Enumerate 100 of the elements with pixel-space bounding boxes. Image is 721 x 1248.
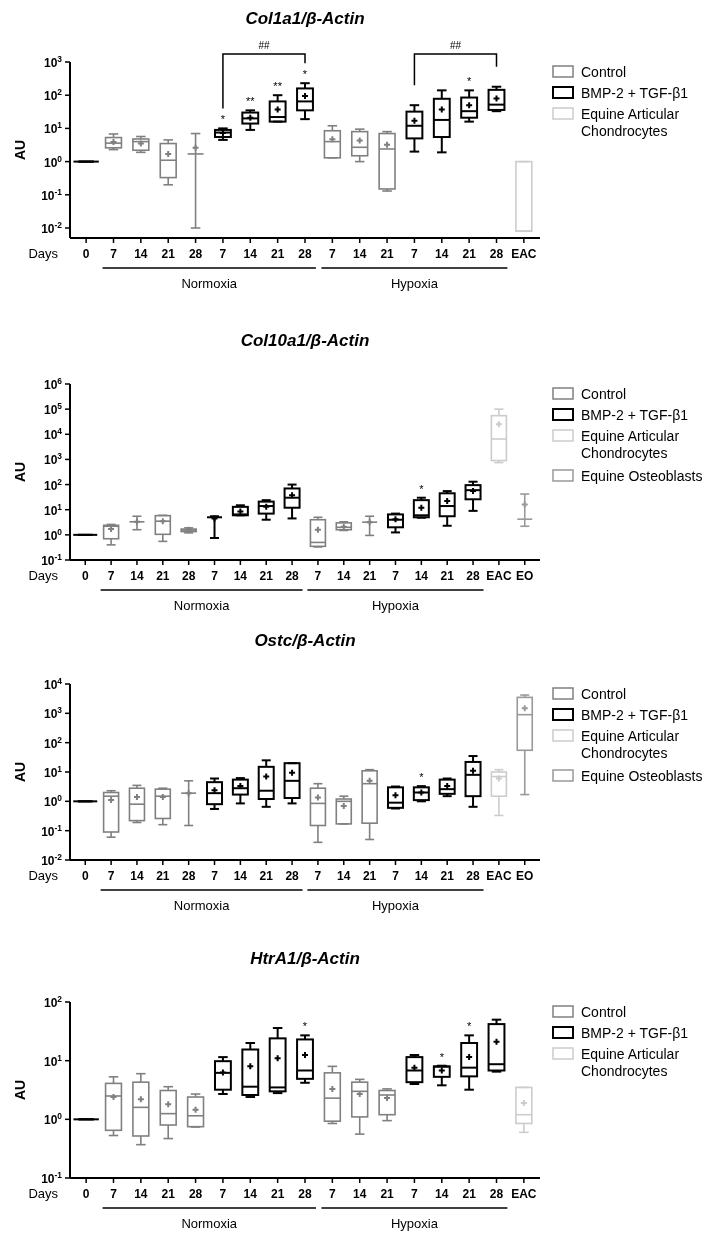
x-tick-label: 7 bbox=[329, 247, 337, 261]
x-tick-label: 21 bbox=[259, 869, 274, 883]
x-tick-label: 7 bbox=[110, 1187, 118, 1201]
x-tick-label: 21 bbox=[270, 247, 285, 261]
x-tick-label: 14 bbox=[130, 569, 144, 583]
x-tick-label: 14 bbox=[435, 1187, 449, 1201]
x-tick-label: 7 bbox=[219, 247, 227, 261]
x-tick-label: 21 bbox=[462, 1187, 477, 1201]
x-tick-label: 21 bbox=[161, 247, 176, 261]
y-tick-label: 10$^{-1}$ bbox=[41, 1170, 63, 1186]
x-tick-label: 7 bbox=[329, 1187, 337, 1201]
y-tick-label: 10$^{5}$ bbox=[43, 401, 63, 418]
x-tick-label: 21 bbox=[161, 1187, 176, 1201]
x-tick-label: 14 bbox=[435, 247, 449, 261]
x-tick-label: 21 bbox=[380, 1187, 395, 1201]
legend-label: Control bbox=[581, 686, 627, 702]
legend-label: BMP-2 + TGF-β1 bbox=[581, 707, 689, 723]
x-tick-label: 28 bbox=[188, 247, 203, 261]
y-tick-label: 10$^{0}$ bbox=[43, 526, 63, 543]
annotation: * bbox=[302, 1020, 308, 1033]
legend-label: BMP-2 + TGF-β1 bbox=[581, 85, 689, 101]
y-tick-label: 10$^{3}$ bbox=[43, 451, 63, 468]
text: Hypoxia bbox=[390, 1216, 439, 1231]
annotation: * bbox=[419, 482, 425, 495]
y-tick-label: 10$^{-1}$ bbox=[41, 822, 63, 839]
x-tick-label: 28 bbox=[188, 1187, 203, 1201]
chart-title: HtrA1/β-Actin bbox=[250, 949, 360, 968]
text: Hypoxia bbox=[372, 598, 420, 613]
x-tick-label: 14 bbox=[233, 869, 248, 883]
legend-label: Equine Articular Chondrocytes bbox=[581, 428, 680, 461]
y-tick-label: 10$^{2}$ bbox=[43, 734, 63, 751]
x-axis-title: Days bbox=[28, 246, 59, 261]
legend-label: Control bbox=[581, 386, 627, 402]
annotation: ** bbox=[273, 80, 283, 93]
x-tick-label: 21 bbox=[156, 569, 170, 583]
x-tick-label: 21 bbox=[380, 247, 395, 261]
x-tick-label: 21 bbox=[270, 1187, 285, 1201]
x-tick-label: 28 bbox=[298, 247, 312, 261]
x-tick-label: 21 bbox=[259, 569, 274, 583]
x-tick-label: 0 bbox=[81, 869, 89, 883]
x-tick-label: 0 bbox=[82, 1187, 90, 1201]
x-tick-label: 14 bbox=[414, 569, 429, 583]
x-tick-label: 7 bbox=[314, 569, 322, 583]
x-tick-label: 21 bbox=[362, 569, 377, 583]
x-tick-label: 7 bbox=[411, 247, 419, 261]
legend-label: Equine Articular Chondrocytes bbox=[581, 728, 680, 761]
x-tick-label: 14 bbox=[130, 869, 144, 883]
y-axis-title: AU bbox=[12, 1079, 28, 1101]
y-axis-title: AU bbox=[12, 139, 28, 161]
legend-label: Equine Osteoblasts bbox=[581, 768, 703, 784]
x-tick-label: 14 bbox=[337, 569, 351, 583]
y-tick-label: 10$^{0}$ bbox=[43, 1111, 63, 1128]
y-tick-label: 10$^{-1}$ bbox=[41, 552, 63, 568]
x-tick-label: 28 bbox=[298, 1187, 312, 1201]
legend-label: Control bbox=[581, 1004, 627, 1020]
y-tick-label: 10$^{3}$ bbox=[43, 705, 63, 722]
x-tick-label: 28 bbox=[466, 569, 481, 583]
x-tick-label: 21 bbox=[156, 869, 170, 883]
text: Normoxia bbox=[173, 898, 231, 913]
annotation: * bbox=[467, 1020, 472, 1033]
chart-title: Ostc/β-Actin bbox=[254, 631, 356, 650]
x-tick-label: EO bbox=[516, 569, 534, 583]
y-tick-label: 10$^{3}$ bbox=[43, 54, 63, 70]
annotation: ** bbox=[246, 95, 256, 108]
text: Hypoxia bbox=[372, 898, 420, 913]
legend-label: Equine Articular Chondrocytes bbox=[581, 1046, 680, 1079]
x-tick-label: 7 bbox=[211, 569, 219, 583]
y-tick-label: 10$^{2}$ bbox=[43, 87, 63, 104]
y-tick-label: 10$^{2}$ bbox=[43, 994, 63, 1010]
legend-label: BMP-2 + TGF-β1 bbox=[581, 1025, 689, 1041]
x-tick-label: 21 bbox=[462, 247, 477, 261]
x-tick-label: EAC bbox=[486, 869, 512, 883]
annotation: * bbox=[467, 75, 472, 88]
x-tick-label: 28 bbox=[181, 869, 196, 883]
x-tick-label: 28 bbox=[285, 569, 300, 583]
y-axis-title: AU bbox=[12, 461, 28, 483]
annotation: * bbox=[220, 113, 226, 126]
legend-label: Control bbox=[581, 64, 627, 80]
x-tick-label: 7 bbox=[411, 1187, 419, 1201]
x-tick-label: 7 bbox=[314, 869, 322, 883]
x-tick-label: EAC bbox=[511, 1187, 537, 1201]
x-tick-label: 21 bbox=[362, 869, 377, 883]
x-tick-label: EAC bbox=[486, 569, 512, 583]
y-tick-label: 10$^{0}$ bbox=[43, 153, 63, 170]
annotation: * bbox=[439, 1050, 445, 1063]
y-tick-label: 10$^{1}$ bbox=[43, 764, 63, 780]
x-tick-label: 28 bbox=[285, 869, 300, 883]
x-axis-title: Days bbox=[28, 1186, 59, 1201]
legend-label: Equine Osteoblasts bbox=[581, 468, 703, 484]
y-tick-label: 10$^{0}$ bbox=[43, 793, 63, 810]
chart-title: Col10a1/β-Actin bbox=[240, 331, 370, 350]
text: Normoxia bbox=[173, 598, 231, 613]
y-tick-label: 10$^{-1}$ bbox=[41, 186, 63, 203]
legend-label: BMP-2 + TGF-β1 bbox=[581, 407, 689, 423]
x-tick-label: 7 bbox=[107, 569, 115, 583]
x-tick-label: 28 bbox=[181, 569, 196, 583]
x-tick-label: 7 bbox=[107, 869, 115, 883]
x-tick-label: 14 bbox=[414, 869, 429, 883]
y-tick-label: 10$^{6}$ bbox=[43, 376, 63, 392]
x-tick-label: 14 bbox=[353, 1187, 367, 1201]
